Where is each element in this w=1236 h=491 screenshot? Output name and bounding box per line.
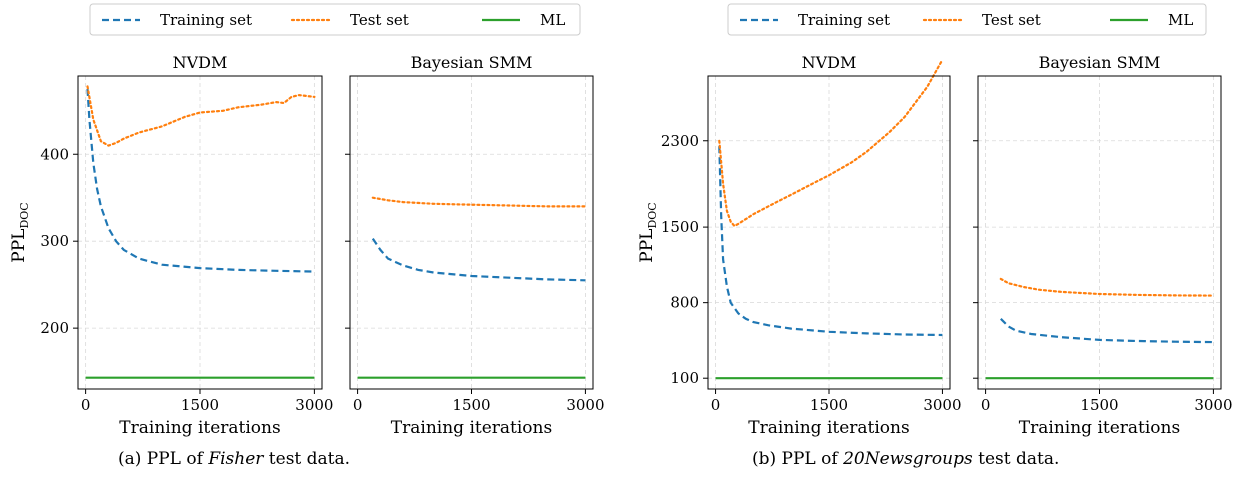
series-training-set (86, 88, 315, 273)
panel-title: Bayesian SMM (1039, 53, 1161, 72)
panel-1: 0 1500 3000 200 300 400 NVDM Training iteration… (9, 53, 333, 438)
series-test-set (718, 58, 944, 228)
x-axis-label: Training iterations (748, 418, 909, 438)
x-axis-label: Training iterations (1019, 418, 1180, 438)
x-tick-label: 0 (353, 396, 363, 414)
caption-b-suffix: test data. (972, 449, 1060, 469)
legend-2: Training set Test set ML (727, 3, 1207, 36)
caption-a-suffix: test data. (263, 449, 351, 469)
x-tick-label: 3000 (295, 396, 333, 414)
y-axis-label: PPLDOC (9, 202, 31, 262)
legend-label-test: Test set (350, 11, 409, 29)
x-tick-label: 1500 (452, 396, 490, 414)
legend-box (89, 3, 581, 36)
caption-a-prefix: (a) PPL of (118, 449, 209, 469)
caption-a: (a) PPL of Fisher test data. (118, 449, 350, 469)
y-tick-label: 1500 (661, 218, 699, 236)
legend-box (727, 3, 1207, 36)
y-tick-label: 300 (40, 232, 69, 250)
series-training-set (1000, 318, 1214, 344)
legend-label-ml: ML (1168, 11, 1193, 29)
y-tick-label: 200 (40, 319, 69, 337)
y-tick-label: 2300 (661, 132, 699, 150)
x-tick-label: 1500 (810, 396, 848, 414)
panel-title: NVDM (173, 53, 228, 72)
x-tick-label: 3000 (1194, 396, 1232, 414)
x-axis-label: Training iterations (119, 418, 280, 438)
y-axis-label: PPLDOC (637, 202, 659, 262)
panel-2: 0 1500 3000 Bayesian SMM Training iterations (345, 53, 605, 438)
x-tick-label: 1500 (1080, 396, 1118, 414)
x-tick-label: 1500 (181, 396, 219, 414)
series-training-set (371, 237, 586, 282)
caption-a-emph: Fisher (208, 449, 264, 469)
y-tick-label: 800 (670, 294, 699, 312)
legend-label-training: Training set (798, 11, 890, 29)
y-tick-label: 100 (670, 369, 699, 387)
figure: 0 1500 3000 200 300 400 NVDM Training iteration… (9, 3, 1233, 438)
x-tick-label: 0 (711, 396, 721, 414)
x-tick-label: 0 (981, 396, 991, 414)
x-axis-label: Training iterations (391, 418, 552, 438)
legend-label-training: Training set (160, 11, 252, 29)
y-tick-label: 400 (40, 145, 69, 163)
panel-title: NVDM (802, 53, 857, 72)
series-test-set (371, 196, 587, 208)
caption-b-prefix: (b) PPL of (752, 449, 844, 469)
x-tick-label: 3000 (566, 396, 604, 414)
series-test-set (999, 277, 1215, 297)
panel-3: 0 1500 3000 100 800 1500 2300 NVDM Training iter… (637, 53, 962, 438)
series-test-set (86, 85, 316, 147)
x-tick-label: 0 (81, 396, 91, 414)
legend-label-test: Test set (982, 11, 1041, 29)
panel-title: Bayesian SMM (411, 53, 533, 72)
legend-label-ml: ML (540, 11, 565, 29)
caption-b-emph: 20Newsgroups (843, 449, 973, 469)
panel-4: 0 1500 3000 Bayesian SMM Training iterations (973, 53, 1233, 438)
legend-1: Training set Test set ML (89, 3, 581, 36)
caption-b: (b) PPL of 20Newsgroups test data. (752, 449, 1059, 469)
x-tick-label: 3000 (923, 396, 961, 414)
